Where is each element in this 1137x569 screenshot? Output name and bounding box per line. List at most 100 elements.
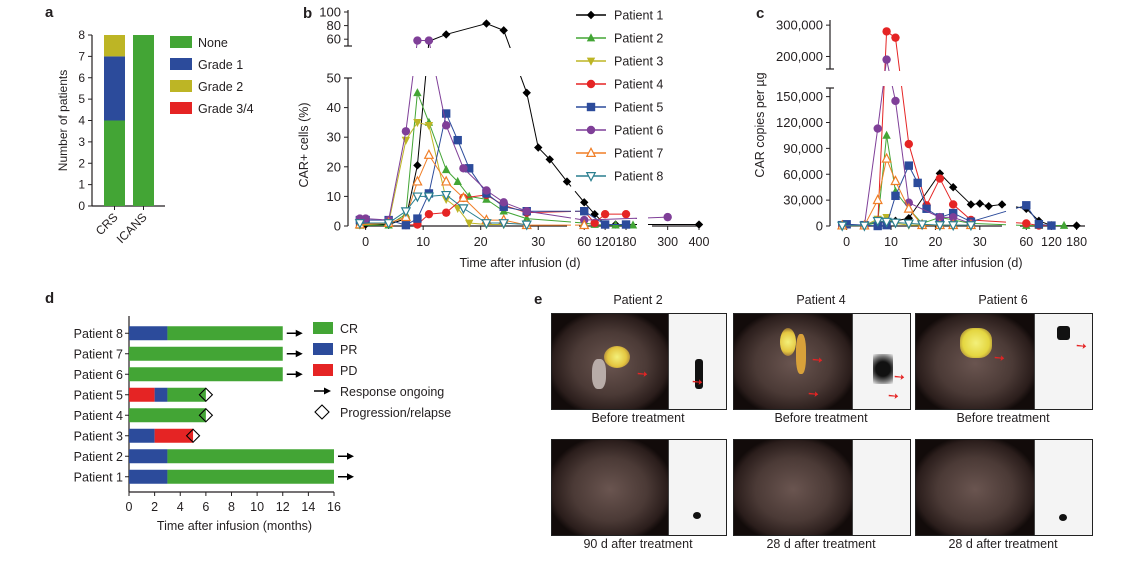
legend-marker	[585, 147, 597, 157]
data-point	[464, 164, 474, 173]
arrow-right-icon	[347, 452, 354, 460]
data-point	[965, 221, 977, 232]
data-point	[621, 209, 631, 219]
panel-letter-d: d	[45, 290, 55, 307]
series-patient-8	[837, 216, 977, 232]
legend-label: Patient 5	[614, 101, 663, 115]
chart-d: 0 2 4 6 8 10 12 14 16 Time after infusion (months…	[74, 316, 451, 533]
data-point	[441, 30, 451, 39]
bar-segment-grade-1	[104, 56, 125, 121]
series-line	[445, 113, 459, 141]
data-point	[499, 26, 508, 35]
y-axis-label: CAR copies per µg	[753, 72, 767, 177]
legend-marker	[586, 33, 596, 42]
y-tick-label: 10	[327, 189, 341, 204]
uptake-region	[1057, 326, 1070, 340]
y-tick-label: 80	[327, 18, 341, 33]
data-point	[621, 220, 631, 229]
data-point	[482, 186, 491, 195]
legend-label: CR	[340, 322, 358, 336]
series-line	[405, 92, 418, 215]
scan-patient-6-after	[915, 439, 1093, 536]
x-tick-label: 10	[884, 235, 898, 249]
data-point	[481, 219, 492, 230]
x-tick-label: 60	[577, 235, 591, 249]
series-line	[446, 23, 487, 35]
data-point	[413, 119, 422, 128]
data-point	[1034, 220, 1044, 229]
data-point	[904, 161, 913, 170]
pet-mip-image	[852, 314, 910, 409]
data-point	[453, 135, 462, 145]
data-point	[423, 192, 435, 203]
series-line	[416, 92, 430, 123]
legend-swatch	[313, 364, 333, 376]
data-point	[401, 127, 411, 136]
data-point	[1072, 221, 1081, 230]
series-line	[917, 182, 928, 209]
data-point	[580, 198, 589, 207]
data-point	[498, 219, 509, 230]
data-point	[1022, 201, 1031, 210]
y-tick-label: 3	[78, 135, 85, 149]
series-line	[463, 167, 487, 191]
y-tick-label: 4	[78, 114, 85, 128]
legend-label: Patient 1	[614, 9, 663, 23]
bar-segment-cr	[129, 367, 283, 382]
data-point	[440, 175, 452, 186]
series-line	[428, 154, 447, 182]
data-point	[934, 221, 946, 232]
series-line	[970, 210, 1007, 223]
arrow-right-icon	[295, 350, 303, 358]
data-point	[890, 175, 901, 186]
x-tick-label: 30	[973, 235, 987, 249]
x-tick-label: 4	[177, 500, 184, 514]
data-point	[440, 190, 452, 201]
x-axis-label: Time after infusion (d)	[459, 256, 580, 270]
x-tick-label: 20	[474, 235, 488, 249]
patient-label: Patient 8	[74, 327, 123, 341]
series-line	[526, 218, 572, 223]
y-tick-label: 100	[319, 5, 341, 20]
data-point	[400, 207, 412, 218]
data-point	[600, 209, 610, 219]
legend-swatch	[170, 102, 192, 114]
x-tick-label: 400	[689, 235, 710, 249]
swimmer-row: Patient 4	[74, 407, 214, 423]
x-tick-label: 12	[276, 500, 290, 514]
y-tick-label: 1	[78, 178, 85, 192]
series-line	[416, 41, 430, 166]
data-point	[872, 216, 883, 227]
data-point	[413, 214, 422, 223]
patient-label: Patient 7	[74, 347, 123, 361]
legend-label: PR	[340, 343, 357, 357]
data-point	[904, 139, 913, 149]
bar-segment-cr	[167, 449, 334, 464]
series-patient-8	[354, 190, 532, 231]
data-point	[1047, 221, 1056, 230]
data-point	[1059, 220, 1069, 229]
series-line	[939, 178, 954, 205]
swimmer-row: Patient 8	[74, 326, 303, 341]
legend-label: None	[198, 36, 228, 50]
data-point	[881, 217, 892, 228]
series-line	[970, 222, 1007, 226]
data-point	[903, 219, 914, 230]
series-line	[908, 143, 928, 206]
x-tick-label: 300	[657, 235, 678, 249]
bar-segment-cr	[167, 326, 283, 341]
data-point	[482, 19, 491, 28]
y-tick-label: 40	[327, 100, 341, 115]
data-point	[948, 200, 958, 209]
diamond-icon	[185, 428, 201, 444]
data-point	[600, 220, 610, 229]
bar-segment-cr	[129, 408, 206, 423]
caption-before-treatment: Before treatment	[591, 411, 685, 425]
caption-after-treatment: 90 d after treatment	[583, 537, 693, 551]
series-line	[526, 92, 539, 148]
data-point	[984, 201, 993, 211]
bar-segment-pr	[129, 469, 168, 484]
data-point	[859, 221, 870, 232]
data-point	[922, 204, 931, 213]
x-tick-label: 60	[1019, 235, 1033, 249]
